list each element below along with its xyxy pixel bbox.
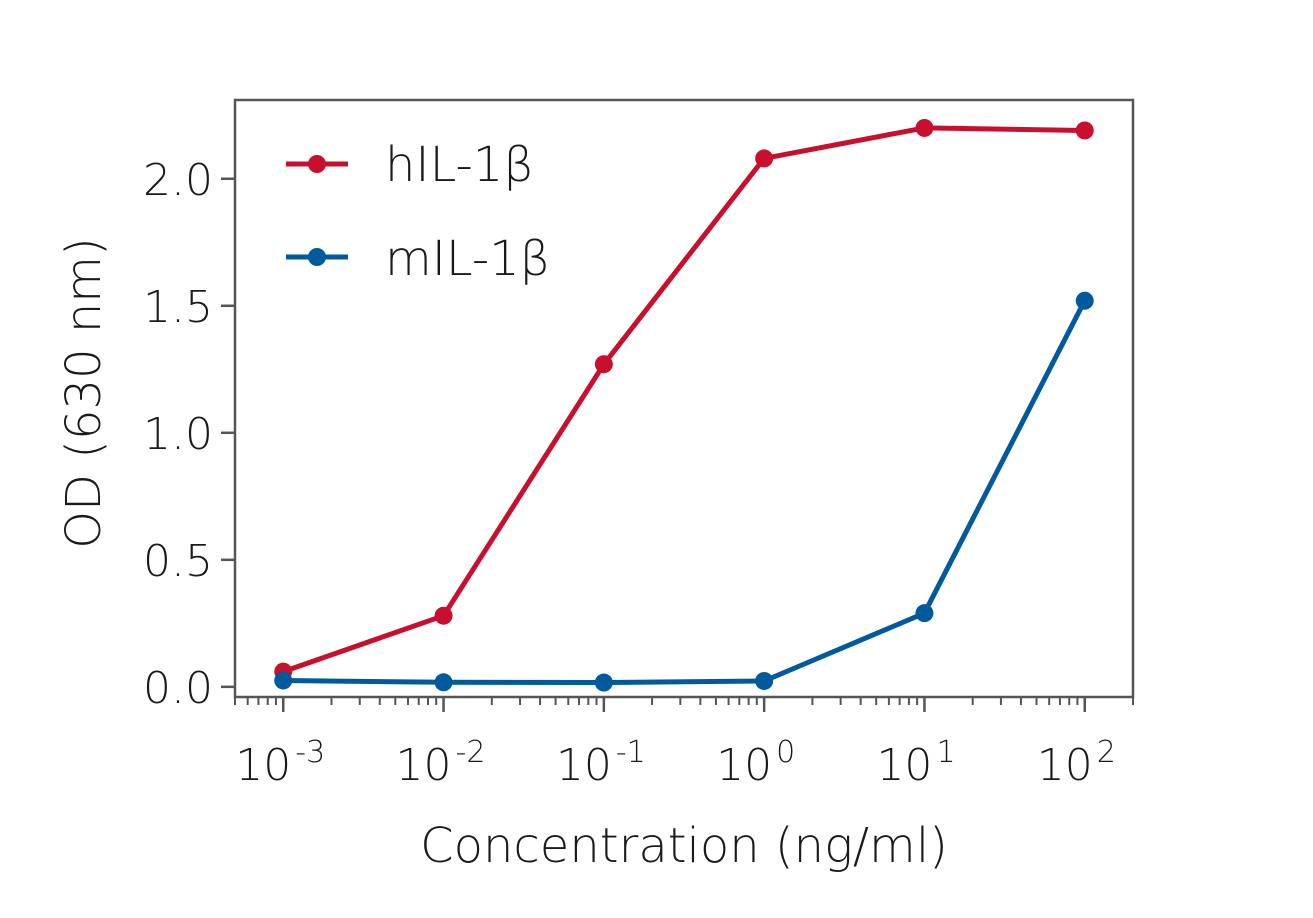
data-point — [1075, 291, 1094, 310]
x-tick-label: 10 -3 — [235, 735, 325, 791]
series-layer — [274, 118, 1094, 692]
data-point — [594, 355, 613, 374]
x-minor-ticks — [234, 697, 1134, 705]
data-point — [434, 606, 453, 625]
series-line — [282, 125, 1085, 674]
x-tick-label: 10 -2 — [396, 735, 486, 791]
x-tick-label: 10 2 — [1037, 735, 1116, 791]
data-point — [915, 604, 934, 623]
legend-label-mil1b: mIL-1β — [385, 231, 550, 287]
data-point — [1075, 121, 1094, 140]
y-axis-ticks: 0.0 0.5 1.0 1.5 2.0 — [143, 155, 235, 714]
legend-label-hil1b: hIL-1β — [385, 137, 534, 193]
data-point — [434, 673, 453, 692]
data-point — [915, 118, 934, 137]
series-1 — [274, 291, 1094, 692]
x-axis-title: Concentration (ng/ml) — [420, 818, 948, 874]
data-point — [755, 671, 774, 690]
x-tick-label: 10 0 — [716, 735, 795, 791]
y-axis-title: OD (630 nm) — [56, 237, 112, 549]
x-tick-label: 10 1 — [876, 735, 955, 791]
plot-frame — [233, 98, 1135, 699]
data-point — [274, 671, 293, 690]
y-tick-label: 1.0 — [143, 409, 213, 460]
legend-marker-mil1b — [308, 248, 326, 266]
legend-marker-hil1b — [308, 155, 326, 173]
series-0 — [274, 118, 1094, 681]
series-line — [283, 299, 1087, 685]
legend: hIL-1β mIL-1β — [286, 137, 550, 287]
y-tick-label: 2.0 — [143, 155, 213, 206]
x-axis-ticks: 10 -3 10 -2 10 -1 10 0 10 1 10 2 — [235, 697, 1116, 791]
y-tick-label: 0.0 — [143, 663, 213, 714]
x-tick-label: 10 -1 — [556, 735, 646, 791]
data-point — [755, 149, 774, 168]
y-tick-label: 0.5 — [143, 536, 213, 587]
data-point — [594, 673, 613, 692]
y-tick-label: 1.5 — [143, 282, 213, 333]
